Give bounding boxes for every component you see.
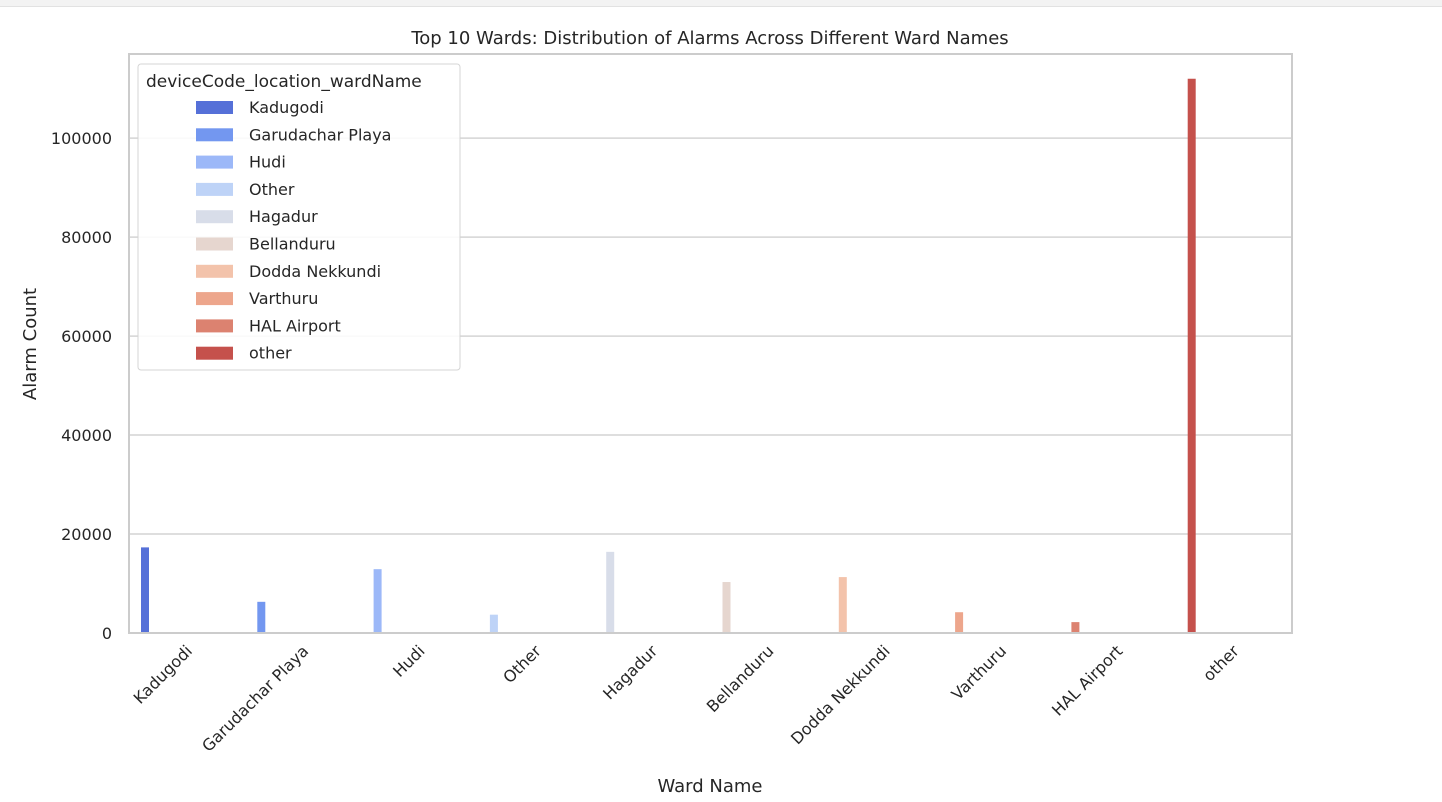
legend-swatch [196,319,233,333]
bar [257,601,266,633]
bar [1071,622,1080,633]
x-ticks: Kadugodi Garudachar Playa Hudi Other Hagadur… [130,641,1243,755]
bar [606,551,615,633]
legend-swatch [196,101,233,114]
x-tick-label: Garudachar Playa [198,641,312,755]
chart-title: Top 10 Wards: Distribution of Alarms Acr… [410,28,1008,49]
bar [373,569,382,633]
legend-swatch [196,264,233,278]
legend-swatch [196,210,233,224]
x-tick-label: Varthuru [948,641,1010,703]
legend-swatch [196,155,233,169]
legend-label: Kadugodi [249,98,324,117]
legend-label: Other [249,180,295,199]
legend-swatch [196,346,233,360]
y-tick-label: 80000 [61,228,112,247]
bar [141,547,149,633]
x-tick-label: Hagadur [599,641,661,703]
y-axis-label: Alarm Count [20,288,41,400]
legend-label: Dodda Nekkundi [249,262,381,281]
legend-swatch [196,237,233,251]
gridlines [129,137,1292,535]
y-tick-label: 0 [102,624,112,643]
bar [1187,78,1196,633]
top-bar [0,0,1442,7]
x-tick-label: Dodda Nekkundi [787,641,894,748]
bar [489,614,498,633]
plot-frame [128,53,1293,634]
legend-label: HAL Airport [249,316,341,335]
y-tick-label: 100000 [51,129,112,148]
legend-label: Bellanduru [249,235,336,254]
y-tick-label: 60000 [61,327,112,346]
legend-label: Garudachar Playa [249,125,391,144]
bar [838,577,847,633]
x-tick-label: Hudi [389,641,428,680]
x-tick-label: Kadugodi [130,641,196,707]
bar [955,612,964,633]
y-tick-label: 20000 [61,525,112,544]
legend-swatch [196,182,233,196]
y-tick-label: 40000 [61,426,112,445]
x-axis-label: Ward Name [657,776,762,797]
bar [722,582,731,633]
legend: deviceCode_location_wardName Kadugodi Gar… [137,63,461,371]
bars [141,78,1196,633]
legend-label: other [249,344,292,363]
legend-title: deviceCode_location_wardName [146,72,422,92]
legend-label: Hudi [249,153,286,172]
legend-swatch [196,292,233,306]
x-tick-label: HAL Airport [1048,641,1126,719]
legend-label: Varthuru [249,289,318,308]
x-tick-label: other [1199,641,1243,685]
x-tick-label: Other [499,641,545,687]
legend-label: Hagadur [249,207,318,226]
legend-swatch [196,128,233,142]
x-tick-label: Bellanduru [703,641,778,716]
y-ticks: 0 20000 40000 60000 80000 100000 [51,129,112,643]
